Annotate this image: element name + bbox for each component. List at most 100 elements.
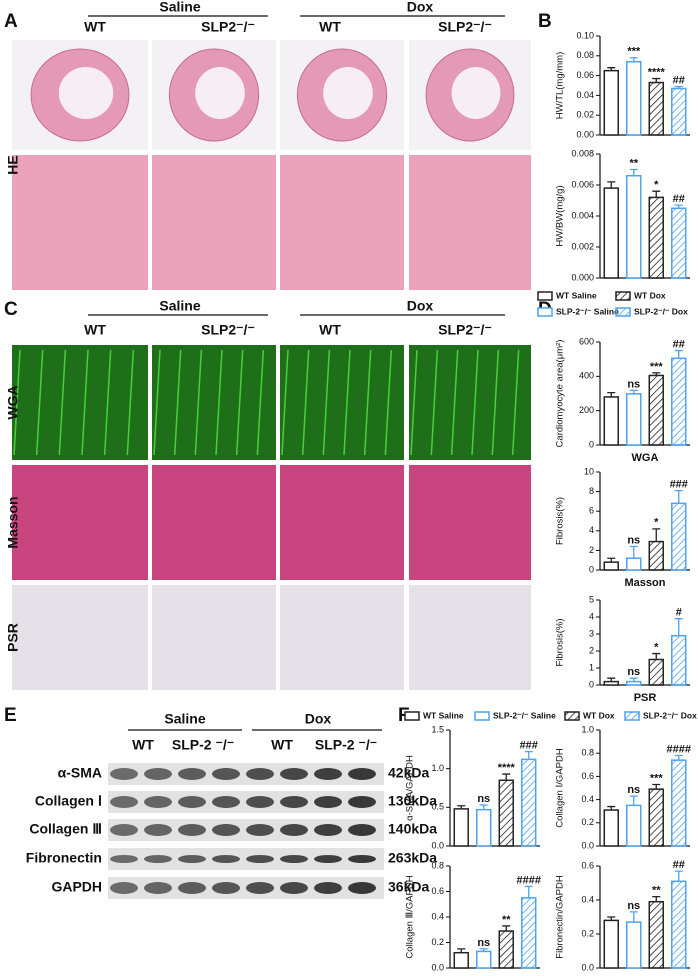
membrane [384, 349, 393, 456]
blot-band [348, 768, 376, 780]
blot-band [246, 768, 274, 780]
bar [671, 759, 687, 847]
bar [671, 207, 687, 279]
error-bar [607, 67, 616, 71]
significance-label: *** [627, 46, 641, 58]
bar [671, 634, 687, 686]
error-bar [629, 911, 638, 923]
heart-lumen [451, 67, 501, 119]
size-label: 42kDa [388, 765, 429, 781]
significance-label: ** [502, 914, 511, 926]
legend-swatch [537, 307, 553, 317]
blot-band [212, 768, 240, 780]
error-bar [607, 805, 616, 811]
y-tick-label: 0.0 [431, 840, 444, 850]
blot-band [144, 824, 172, 836]
y-tick-label: 0.04 [576, 90, 594, 100]
y-tick-label: 0.2 [431, 937, 444, 947]
y-tick-label: 0.06 [576, 70, 594, 80]
panel-label: C [4, 299, 18, 320]
blot-band [144, 855, 172, 863]
y-tick-label: 200 [579, 405, 594, 415]
membrane [511, 349, 520, 456]
y-axis-label: HW/TL(mg/mm) [555, 52, 566, 120]
row-label: WGA [5, 385, 21, 419]
y-axis-label: Fibronectin/GAPDH [555, 875, 566, 959]
blot-band [212, 796, 240, 808]
significance-label: ** [629, 157, 638, 169]
error-bar [652, 652, 661, 660]
significance-label: ## [673, 859, 685, 871]
error-bar [457, 805, 466, 809]
significance-label: ns [627, 534, 640, 546]
significance-label: ns [627, 378, 640, 390]
blot-band [246, 855, 274, 863]
blot-band [280, 824, 308, 836]
micrograph [409, 345, 531, 460]
blot-band [348, 882, 376, 894]
y-tick-label: 0.006 [571, 179, 594, 189]
y-tick-label: 0.8 [431, 860, 444, 870]
significance-label: ns [627, 666, 640, 678]
micrograph [280, 155, 404, 290]
legend-swatch [615, 291, 631, 301]
legend-label: SLP-2⁻/⁻ Dox [634, 306, 688, 316]
blot-band [314, 855, 342, 863]
y-axis-label: Cardiomyocyte area(μm²) [555, 340, 566, 448]
error-bar [502, 925, 511, 932]
significance-label: ## [673, 338, 685, 350]
y-tick-label: 0.4 [581, 894, 594, 904]
group-label: Dox [407, 0, 434, 15]
y-axis-label: Collagen Ⅰ/GAPDH [555, 748, 566, 828]
micrograph [152, 465, 276, 580]
micrograph [152, 345, 276, 460]
blot-band [178, 855, 206, 863]
significance-label: ns [477, 937, 490, 949]
error-bar [629, 57, 638, 62]
bar [626, 60, 642, 136]
y-tick-label: 2 [589, 645, 594, 655]
blot-band [178, 768, 206, 780]
error-bar [629, 677, 638, 682]
membrane [58, 349, 67, 456]
blot-band [178, 882, 206, 894]
y-tick-label: 4 [589, 525, 594, 535]
column-label: WT [132, 737, 154, 753]
size-label: 130kDa [388, 793, 437, 809]
y-axis-label: α-SMA/GAPDH [405, 755, 416, 821]
membrane [343, 349, 351, 456]
y-tick-label: 1.5 [431, 724, 444, 734]
bar [626, 557, 642, 571]
bar [648, 658, 664, 686]
legend-swatch [474, 711, 490, 721]
y-tick-label: 400 [579, 371, 594, 381]
micrograph [12, 465, 148, 580]
column-label: SLP2⁻/⁻ [438, 19, 492, 35]
blot-band [110, 824, 138, 836]
membrane [410, 349, 418, 456]
bar [648, 374, 664, 446]
group-label: Saline [159, 0, 200, 15]
bar [603, 187, 619, 279]
bar [603, 396, 619, 446]
bar [671, 87, 687, 136]
column-label: SLP-2 ⁻/⁻ [172, 737, 234, 753]
x-axis-label: WGA [632, 452, 659, 464]
legend-label: SLP-2⁻/⁻ Dox [643, 710, 697, 720]
error-bar [479, 948, 488, 952]
blot-band [212, 824, 240, 836]
micrograph [12, 155, 148, 290]
column-label: SLP2⁻/⁻ [201, 19, 255, 35]
y-tick-label: 0.000 [571, 272, 594, 282]
bar [671, 357, 687, 446]
bar [648, 540, 664, 571]
legend-label: WT Saline [423, 710, 464, 720]
membrane [235, 349, 244, 456]
error-bar [674, 204, 683, 209]
x-axis-label: PSR [634, 692, 657, 704]
bar [648, 900, 664, 969]
panel-label: B [538, 11, 552, 32]
error-bar [674, 754, 683, 761]
membrane [256, 349, 265, 456]
